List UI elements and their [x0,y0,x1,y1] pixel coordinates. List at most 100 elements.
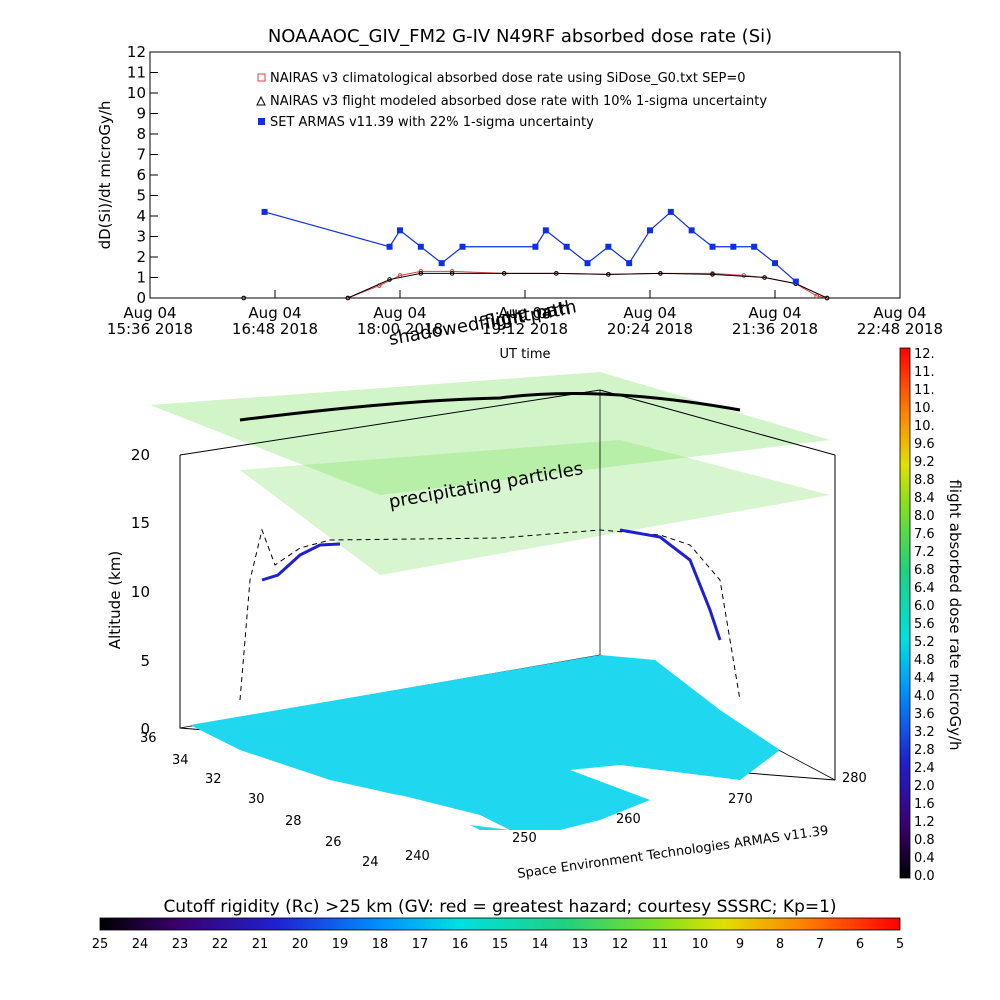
rigidity-colorbar-tick: 5 [896,937,904,952]
box-frame-back [179,389,836,780]
data-point [553,271,559,276]
x-tick-date: Aug 04 [248,304,301,322]
y-tick-label: 9 [136,105,146,123]
rigidity-colorbar-tick: 10 [692,937,709,952]
dose-colorbar-tick: 1.6 [914,797,935,812]
dose-colorbar-tick: 12. [914,347,935,362]
x-tick-time: 20:24 2018 [607,320,693,338]
credit-text: Space Environment Technologies ARMAS v11… [516,823,829,882]
lon-tick-280: 280 [842,771,867,786]
data-point [647,227,653,234]
dose-colorbar-tick: 6.4 [914,581,935,596]
dose-colorbar-tick: 0.8 [914,833,935,848]
lat-tick-36: 36 [140,731,157,746]
rigidity-colorbar-tick: 7 [816,937,824,952]
x-tick-date: Aug 04 [873,304,926,322]
lon-tick-250: 250 [512,831,537,846]
data-point [563,243,570,250]
shadow-grid-sheet [150,372,830,495]
dose-colorbar [899,347,911,879]
dose-colorbar-tick: 9.6 [914,437,935,452]
legend-marker-armas [258,118,265,125]
x-tick-time: 21:36 2018 [732,320,818,338]
rigidity-colorbar-tick: 16 [452,937,469,952]
data-point [730,243,737,250]
z-tick-15: 15 [131,514,150,532]
y-tick-label: 12 [127,43,146,61]
dose-colorbar-label: flight absorbed dose rate microGy/h [946,479,964,750]
dose-colorbar-tick: 8.4 [914,491,935,506]
rigidity-colorbar-tick: 12 [612,937,629,952]
x-tick-date: Aug 04 [623,304,676,322]
z-tick-5: 5 [140,652,150,670]
dose-colorbar-tick: 2.8 [914,743,935,758]
data-point [741,273,747,278]
lat-tick-28: 28 [285,814,302,829]
y-axis-label: dD(Si)/dt microGy/h [96,101,114,250]
rigidity-colorbar-tick: 21 [252,937,269,952]
dose-colorbar-tick: 4.4 [914,671,935,686]
x-tick-time: 19:12 2018 [482,320,568,338]
data-point [667,208,674,215]
legend: NAIRAS v3 climatological absorbed dose r… [256,71,767,130]
data-point [709,243,716,250]
legend-label-flight-modeled: NAIRAS v3 flight modeled absorbed dose r… [270,94,767,109]
dose-colorbar-tick: 5.2 [914,635,935,650]
dose-colorbar-tick: 8.8 [914,473,935,488]
z-axis-label: Altitude (km) [106,551,124,649]
dose-colorbar-tick: 6.8 [914,563,935,578]
data-point [688,227,695,234]
lat-tick-26: 26 [325,835,342,850]
dose-colorbar-tick: 3.2 [914,725,935,740]
rigidity-colorbar-tick: 15 [492,937,509,952]
gulf-region [330,790,510,830]
flight-segment-climb [261,542,341,582]
z-tick-20: 20 [131,446,150,464]
y-tick-label: 4 [136,207,146,225]
lat-tick-32: 32 [205,772,222,787]
y-tick-label: 3 [136,228,146,246]
rigidity-colorbar-title: Cutoff rigidity (Rc) >25 km (GV: red = g… [163,897,836,917]
y-tick-label: 5 [136,187,146,205]
rigidity-colorbar-tick: 25 [92,937,109,952]
data-point [824,295,830,301]
data-point [397,227,403,234]
x-tick-time: 16:48 2018 [232,320,318,338]
data-point [501,271,507,276]
x-tick-date: Aug 04 [373,304,426,322]
rigidity-colorbar-tick: 14 [532,937,549,952]
legend-label-armas: SET ARMAS v11.39 with 22% 1-sigma uncert… [270,115,594,130]
dose-colorbar-tick: 11. [914,365,935,380]
x-tick-time: 22:48 2018 [857,320,943,338]
dose-colorbar-tick: 7.2 [914,545,935,560]
x-axis-label: UT time [500,347,551,362]
data-point [792,278,799,285]
lat-tick-34: 34 [172,753,189,768]
data-point [532,243,539,250]
data-point [814,293,819,299]
rigidity-colorbar-ticks: 25 24 23 22 21 20 19 18 17 16 15 14 13 12 11 10 9 8 7 6 5 [92,937,904,952]
dose-colorbar-tick: 10. [914,419,935,434]
data-point [459,243,466,250]
dose-colorbar-tick: 5.6 [914,617,935,632]
y-tick-label: 2 [136,248,146,266]
data-point [438,260,445,267]
y-tick-label: 7 [136,146,146,164]
x-tick-time: 15:36 2018 [107,320,193,338]
precip-grid-sheet [240,440,830,575]
data-point [387,277,392,282]
y-tick-label: 8 [136,125,146,143]
series-line-1 [243,272,828,299]
shadowed-flight-path [239,528,741,701]
dose-colorbar-tick: 10. [914,401,935,416]
y-tick-label: 10 [127,84,146,102]
legend-label-climatological: NAIRAS v3 climatological absorbed dose r… [270,71,746,86]
x-tick-time: 18:00 2018 [357,320,443,338]
lon-tick-270: 270 [728,792,753,807]
y-tick-label: 6 [136,166,146,184]
rigidity-colorbar-tick: 11 [652,937,669,952]
dose-colorbar-tick: 8.0 [914,509,935,524]
x-tick-date: Aug 04 [498,304,551,322]
